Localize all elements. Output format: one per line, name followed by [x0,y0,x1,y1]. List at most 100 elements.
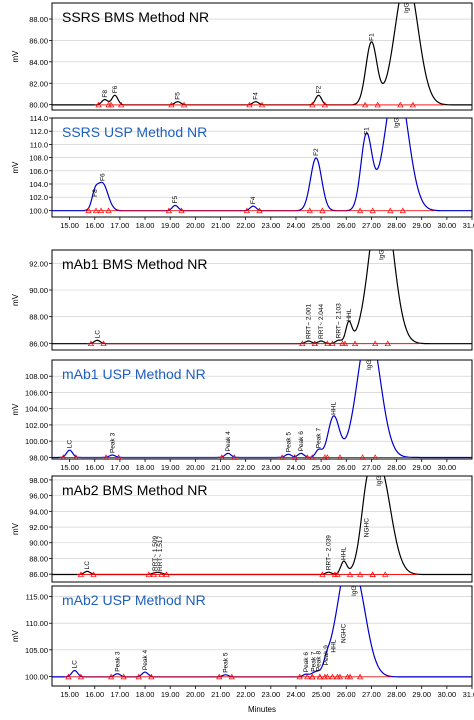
peak-marker [178,207,185,214]
peak-marker [95,101,102,108]
peak-marker [356,571,364,577]
peak-marker [309,101,316,108]
peak-label: Peak 6 [303,652,310,673]
peak-label: IgG [351,586,358,596]
x-tick-label: 24.00 [287,463,306,472]
y-tick-label: 106.00 [25,388,48,397]
x-tick-label: 15.00 [60,221,79,230]
x-tick-label: 18.00 [136,221,155,230]
peak-marker [163,571,170,577]
peak-marker [397,101,404,108]
y-tick-label: 100.00 [25,437,48,446]
y-tick-label: 88.00 [29,554,48,563]
peak-marker [321,101,328,108]
panel-title: mAb1 BMS Method NR [62,256,208,272]
peak-marker [306,207,313,214]
y-tick-label: 110.0 [30,140,48,149]
panel-title: SSRS BMS Method NR [62,9,209,25]
peak-marker [168,101,175,108]
peak-label: HHL [346,308,353,321]
peak-marker [304,673,311,680]
peak-label: F5 [175,92,182,100]
plot-frame [51,117,473,218]
y-tick-label: 84.00 [29,58,48,67]
x-tick-label: 26.00 [337,690,356,699]
x-tick-label: 23.00 [261,221,280,230]
y-tick-label: 102.0 [29,193,48,202]
y-axis-label: mV [11,161,20,174]
x-tick-label: 15.00 [60,463,79,472]
peak-label: IgG [366,360,373,370]
y-tick-label: 115.00 [26,593,48,602]
y-tick-label: 90.00 [29,539,48,548]
x-tick-label: 21.00 [211,221,230,230]
y-tick-label: 108.00 [25,372,48,381]
peak-marker [165,207,173,214]
peak-marker [72,454,79,460]
peak-label: Peak 5 [285,432,292,453]
x-tick-label: 27.00 [362,463,381,472]
peak-label: RRT~ 2.103 [336,303,343,338]
peak-marker [356,207,364,214]
y-tick-label: 82.00 [29,79,48,88]
peak-marker [339,340,346,347]
peak-label: Peak 6 [298,431,305,452]
peak-marker [105,207,112,214]
peak-marker [382,571,389,577]
x-tick-label: 17.00 [111,690,130,699]
peak-marker [118,101,125,108]
peak-label: IgG [378,250,385,260]
peak-marker [92,207,100,214]
x-tick-label: 28.00 [387,221,406,230]
peak-marker [65,673,72,680]
peak-marker [319,571,326,577]
peak-label: F1 [368,33,375,41]
peak-marker [256,207,263,214]
x-tick-label: 18.00 [136,690,155,699]
peak-label: NGHC [341,624,348,643]
y-tick-label: 112.0 [30,127,48,136]
peak-label: RRT~ 2.044 [318,304,325,339]
peak-marker [334,571,341,577]
x-tick-label: 22.00 [236,463,255,472]
x-tick-label: 16.00 [85,463,104,472]
x-tick-label: 19.00 [161,221,180,230]
y-tick-label: 94.00 [29,507,48,516]
peak-label: RRT~ 1.517 [157,535,164,570]
plot-frame [51,585,473,687]
x-tick-label: 30.00 [437,221,456,230]
peak-label: Peak 5 [223,652,230,673]
peak-marker [216,673,223,680]
y-tick-label: 98.00 [29,476,48,485]
peak-label: RRT~ 2.001 [306,304,313,339]
peak-marker [372,340,379,347]
y-axis-label: mV [11,403,20,416]
x-tick-label: 30.00 [437,463,456,472]
peak-label: HHL [331,639,338,652]
peak-marker [359,454,366,460]
peak-label: IgG [404,3,411,13]
x-tick-label: 19.00 [161,463,180,472]
peak-label: LC [84,561,91,570]
y-axis-label: mV [11,293,20,306]
peak-label: Peak 4 [225,431,232,452]
peak-label: F1 [363,127,370,135]
x-tick-label: 25.00 [312,463,331,472]
panel-title: mAb2 USP Method NR [62,592,206,608]
y-tick-label: 88.00 [29,313,48,322]
panel-title: mAb2 BMS Method NR [62,482,208,498]
peak-marker [346,571,354,577]
peak-marker [351,340,359,347]
peak-label: F4 [253,92,260,100]
peak-label: RRT~ 1.509 [152,535,159,570]
peak-marker [356,673,364,680]
x-tick-label: 28.00 [387,463,406,472]
peak-label: IgG [394,118,401,128]
peak-marker [279,454,286,460]
x-tick-label: 29.00 [412,690,431,699]
peak-marker [344,673,351,680]
y-tick-label: 92.00 [29,259,48,268]
peak-label: Peak 7 [311,651,318,672]
peak-label: LC [94,330,101,339]
peak-marker [374,101,381,108]
